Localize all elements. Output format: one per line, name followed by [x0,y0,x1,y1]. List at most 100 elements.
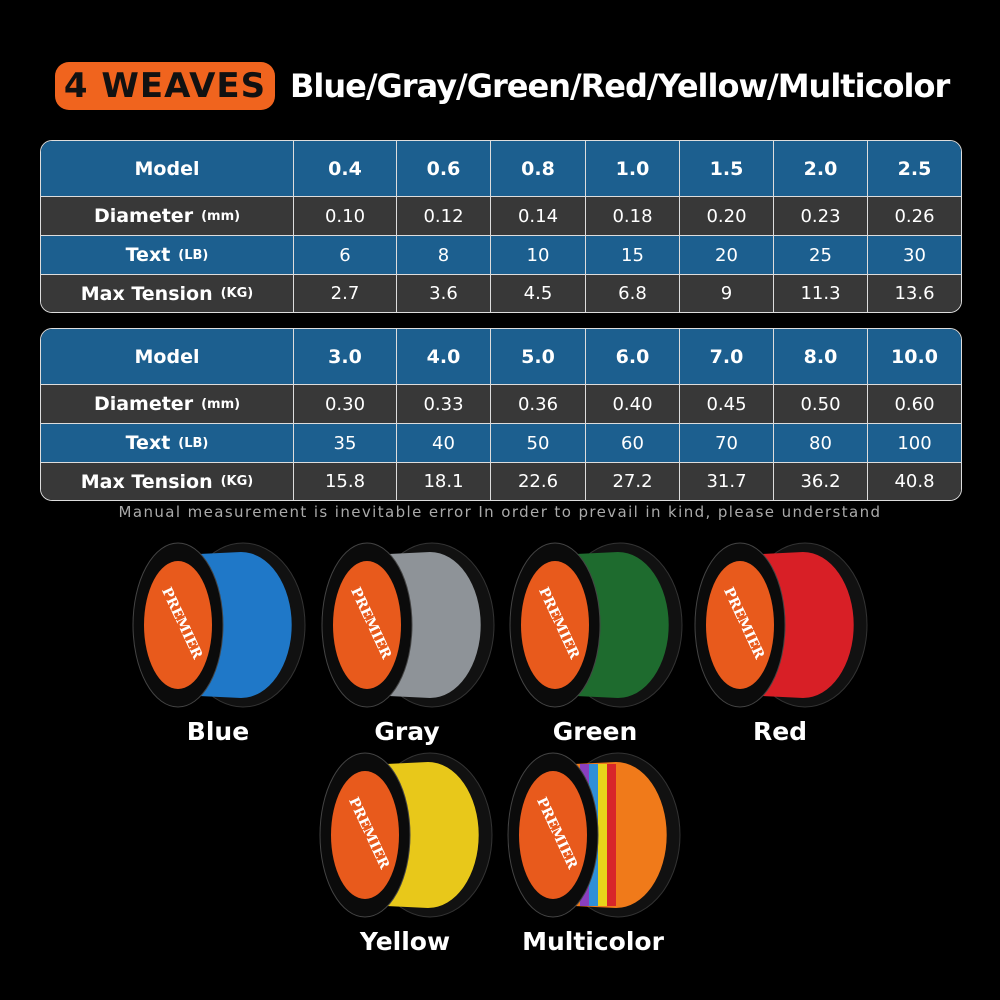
spool-label [333,561,401,689]
spool: PREMIER [321,542,495,708]
table-cell: 25 [773,236,867,274]
table-cell: 0.12 [396,197,490,235]
table-cell: 0.14 [490,197,585,235]
row-label-cell: Model [41,329,293,384]
table-cell: 2.5 [867,141,961,196]
row-label-cell: Diameter (mm) [41,197,293,235]
table-cell: 50 [490,424,585,462]
table-cell: 15.8 [293,463,396,500]
spool-name: Green [552,717,638,746]
table-cell: 6.8 [585,275,679,312]
table-cell: 0.60 [867,385,961,423]
title: Blue/Gray/Green/Red/Yellow/Multicolor [290,67,950,105]
table-row: Text (LB) 6 8 10 15 20 25 30 [41,235,961,274]
row-label: Max Tension [80,282,213,305]
table-row: Diameter (mm) 0.30 0.33 0.36 0.40 0.45 0.50 0.60 [41,384,961,423]
table-cell: 10 [490,236,585,274]
table-cell: 100 [867,424,961,462]
row-unit: (KG) [220,286,254,301]
table-cell: 3.0 [293,329,396,384]
spool-label [706,561,774,689]
table-cell: 0.40 [585,385,679,423]
spool: PREMIER [694,542,868,708]
row-unit: (LB) [178,247,209,263]
table-cell: 36.2 [773,463,867,500]
table-cell: 0.18 [585,197,679,235]
row-unit: (mm) [201,208,241,224]
row-label-cell: Max Tension (KG) [41,463,293,500]
table-cell: 7.0 [679,329,773,384]
table-cell: 1.5 [679,141,773,196]
row-unit: (LB) [178,435,209,451]
table-cell: 60 [585,424,679,462]
spool-name: Blue [186,717,250,746]
table-cell: 8 [396,236,490,274]
row-unit: (KG) [220,474,254,489]
table-cell: 11.3 [773,275,867,312]
table-cell: 0.50 [773,385,867,423]
spec-table: Model 0.4 0.6 0.8 1.0 1.5 2.0 2.5 Diameter (mm) 0.… [40,140,962,313]
row-unit: (mm) [201,396,241,412]
row-label: Diameter [93,393,194,415]
row-label: Model [134,157,200,180]
row-label-cell: Max Tension (KG) [41,275,293,312]
table-cell: 80 [773,424,867,462]
table-cell: 4.0 [396,329,490,384]
table-cell: 0.45 [679,385,773,423]
spool-label [331,771,399,899]
table-cell: 6 [293,236,396,274]
table-cell: 0.26 [867,197,961,235]
table-row: Text (LB) 35 40 50 60 70 80 100 [41,423,961,462]
table-cell: 9 [679,275,773,312]
table-cell: 18.1 [396,463,490,500]
table-cell: 15 [585,236,679,274]
row-label: Text [125,432,171,454]
row-label-cell: Diameter (mm) [41,385,293,423]
table-cell: 4.5 [490,275,585,312]
badge: 4 WEAVES [55,62,275,110]
table-cell: 5.0 [490,329,585,384]
table-cell: 13.6 [867,275,961,312]
table-cell: 0.30 [293,385,396,423]
table-cell: 20 [679,236,773,274]
table-cell: 0.33 [396,385,490,423]
row-label: Diameter [93,205,194,227]
table-cell: 0.20 [679,197,773,235]
table-cell: 35 [293,424,396,462]
spool: PREMIER [507,752,681,918]
table-cell: 8.0 [773,329,867,384]
row-label-cell: Model [41,141,293,196]
spool-label [144,561,212,689]
note: Manual measurement is inevitable error I… [118,503,882,521]
table-cell: 22.6 [490,463,585,500]
row-label: Model [134,345,200,368]
table-cell: 40 [396,424,490,462]
table-row: Max Tension (KG) 15.8 18.1 22.6 27.2 31.7 36.2 4… [41,462,961,500]
table-row: Diameter (mm) 0.10 0.12 0.14 0.18 0.20 0.23 0.26 [41,196,961,235]
table-row: Model 3.0 4.0 5.0 6.0 7.0 8.0 10.0 [41,329,961,384]
table-cell: 0.23 [773,197,867,235]
spool-name: Gray [374,717,440,746]
table-cell: 3.6 [396,275,490,312]
spool-label [521,561,589,689]
table-cell: 0.4 [293,141,396,196]
table-cell: 10.0 [867,329,961,384]
table-cell: 0.36 [490,385,585,423]
spool: PREMIER [132,542,306,708]
spool: PREMIER [319,752,493,918]
spool-label [519,771,587,899]
table-cell: 40.8 [867,463,961,500]
row-label-cell: Text (LB) [41,424,293,462]
table-cell: 0.8 [490,141,585,196]
row-label: Text [125,244,171,266]
table-row: Max Tension (KG) 2.7 3.6 4.5 6.8 9 11.3 13.6 [41,274,961,312]
spool: PREMIER [509,542,683,708]
table-cell: 0.10 [293,197,396,235]
spool-name: Red [752,717,808,746]
spool-name: Yellow [359,927,451,956]
spool-name: Multicolor [522,927,664,956]
spool-stripe [598,764,607,906]
table-cell: 70 [679,424,773,462]
row-label: Max Tension [80,470,213,493]
